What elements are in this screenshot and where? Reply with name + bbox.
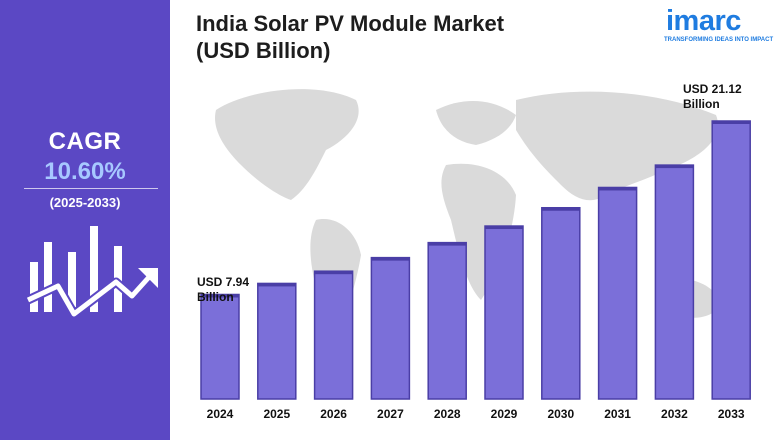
bar-top-edge-2027 — [371, 257, 410, 261]
bar-top-edge-2030 — [541, 207, 580, 211]
cagr-period: (2025-2033) — [49, 195, 121, 210]
growth-chart-arrow-icon — [26, 226, 158, 319]
bar-top-edge-2024 — [201, 294, 239, 298]
bar-2028 — [427, 241, 467, 400]
bar-top-edge-2025 — [257, 283, 296, 287]
chart-title-line-1: India Solar PV Module Market — [196, 11, 505, 36]
bar-top-edge-2031 — [598, 187, 637, 191]
bar-2024 — [200, 293, 240, 400]
cagr-value: 10.60% — [44, 158, 126, 185]
x-tick-label-2028: 2028 — [434, 407, 461, 421]
x-tick-label-2025: 2025 — [263, 407, 290, 421]
x-tick-label-2033: 2033 — [718, 407, 745, 421]
bar-top-edge-2028 — [428, 242, 467, 246]
bar-2026 — [313, 270, 354, 400]
bar-2025 — [257, 282, 297, 400]
x-tick-label-2029: 2029 — [491, 407, 518, 421]
bar-top-edge-2032 — [655, 165, 694, 169]
x-tick-label-2024: 2024 — [207, 407, 234, 421]
start-value-text: USD 7.94 — [197, 275, 250, 289]
imarc-logo: imarc TRANSFORMING IDEAS INTO IMPACT — [664, 6, 776, 44]
x-tick-label-2032: 2032 — [661, 407, 688, 421]
bar-2027 — [370, 256, 411, 400]
x-tick-label-2027: 2027 — [377, 407, 404, 421]
x-tick-label-2030: 2030 — [547, 407, 574, 421]
chart-title: India Solar PV Module Market (USD Billio… — [196, 10, 616, 64]
world-map-background — [215, 89, 721, 341]
cagr-sidebar: CAGR 10.60% (2025-2033) — [0, 0, 170, 440]
logo-wordmark: imarc — [666, 5, 741, 37]
cagr-label: CAGR — [48, 128, 122, 155]
bar-2031 — [597, 186, 638, 400]
start-unit-text: Billion — [197, 290, 234, 304]
x-tick-label-2031: 2031 — [604, 407, 631, 421]
bar-2029 — [484, 225, 524, 400]
bar-2033 — [711, 120, 751, 400]
bar-2032 — [654, 164, 695, 400]
chart-title-line-2: (USD Billion) — [196, 38, 331, 63]
bar-top-edge-2033 — [712, 121, 751, 124]
divider — [24, 188, 158, 189]
start-value-callout: USD 7.94 Billion — [197, 275, 249, 305]
bar-2030 — [541, 206, 581, 400]
end-value-callout: USD 21.12 Billion — [683, 82, 742, 112]
logo-tagline: TRANSFORMING IDEAS INTO IMPACT — [664, 37, 774, 43]
bar-top-edge-2029 — [485, 226, 523, 230]
x-tick-label-2026: 2026 — [320, 407, 347, 421]
bar-top-edge-2026 — [314, 271, 353, 275]
end-unit-text: Billion — [683, 97, 720, 111]
end-value-text: USD 21.12 — [683, 82, 742, 96]
